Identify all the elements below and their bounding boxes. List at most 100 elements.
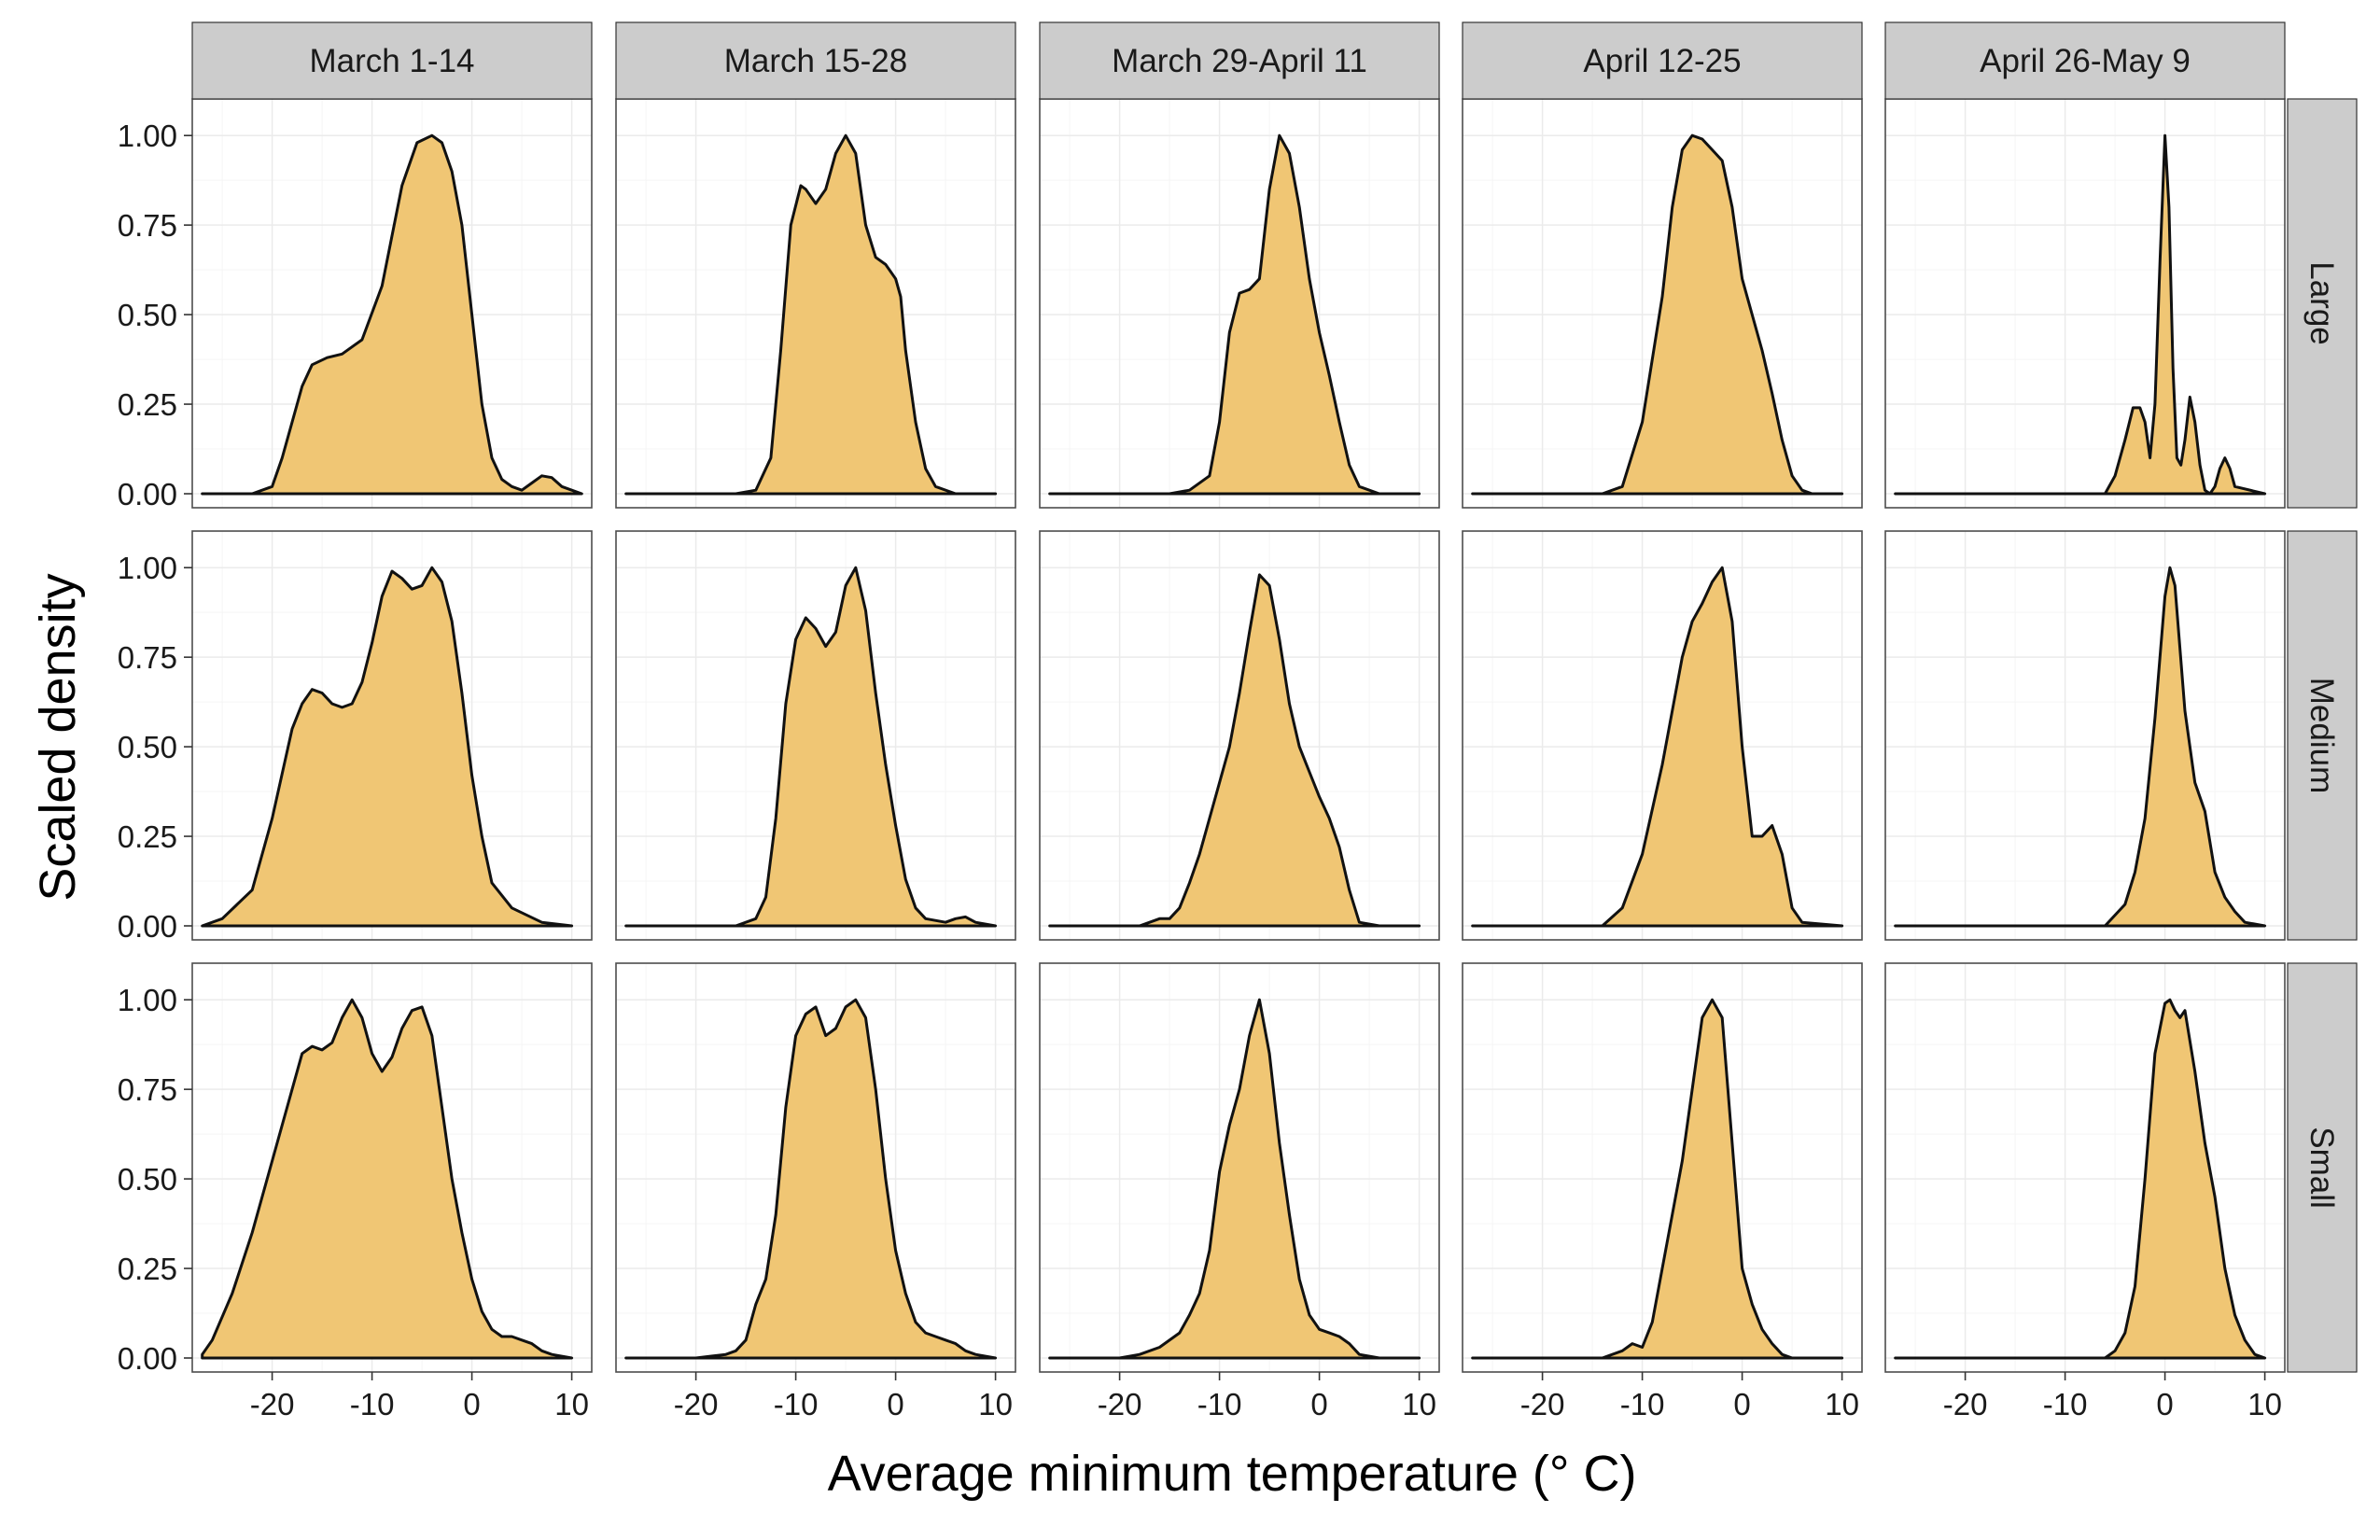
panel-background: [1885, 531, 2285, 940]
y-tick-label: 1.00: [118, 119, 177, 153]
row-strip-label: Large: [2303, 261, 2340, 345]
x-tick-label: -10: [1620, 1387, 1665, 1421]
strip-background: [2287, 98, 2358, 509]
x-tick-label: 0: [2156, 1387, 2173, 1421]
density-area: [1894, 566, 2267, 928]
panel-border: [1884, 530, 2286, 941]
facet-panel: [1039, 530, 1440, 941]
strip-background: [1462, 21, 1863, 100]
panel-border: [615, 530, 1016, 941]
strip-background: [1884, 21, 2286, 100]
facet-panel: [615, 962, 1016, 1373]
panel-border: [1884, 962, 2286, 1373]
x-tick-label: -20: [1520, 1387, 1565, 1421]
panel-border: [1039, 530, 1440, 941]
panel-border: [615, 962, 1016, 1373]
x-tick-label: 10: [1825, 1387, 1859, 1421]
density-area: [1894, 998, 2267, 1360]
column-strip: March 29-April 11: [1039, 21, 1440, 100]
density-area: [1048, 998, 1421, 1360]
facet-panel: [1039, 962, 1440, 1373]
density-area: [624, 133, 998, 496]
panel-border: [1039, 962, 1440, 1373]
y-tick-label: 0.25: [118, 1252, 177, 1286]
density-area: [624, 998, 998, 1360]
x-tick-label: -10: [774, 1387, 819, 1421]
facet-panel: [1884, 98, 2286, 509]
x-tick-label: -10: [350, 1387, 395, 1421]
density-area: [1048, 133, 1421, 496]
row-strip-label: Small: [2303, 1127, 2340, 1209]
y-tick-label: 0.50: [118, 298, 177, 332]
x-tick-label: 10: [1402, 1387, 1436, 1421]
density-area: [201, 998, 574, 1360]
x-tick-label: -20: [674, 1387, 719, 1421]
y-tick-label: 1.00: [118, 551, 177, 585]
strip-background: [615, 21, 1016, 100]
strip-background: [191, 21, 593, 100]
x-tick-label: -10: [2043, 1387, 2088, 1421]
panel-background: [1885, 99, 2285, 508]
column-strip: April 26-May 9: [1884, 21, 2286, 100]
column-strip: March 15-28: [615, 21, 1016, 100]
row-strip: Large: [2287, 98, 2358, 509]
density-area: [624, 566, 998, 928]
x-tick-label: 0: [1733, 1387, 1750, 1421]
y-axis-title: Scaled density: [30, 573, 86, 901]
x-tick-label: -20: [250, 1387, 295, 1421]
y-tick-label: 0.25: [118, 819, 177, 854]
facet-panel: [1462, 962, 1863, 1373]
column-strip-label: March 29-April 11: [1112, 43, 1367, 79]
panel-border: [191, 962, 593, 1373]
facet-panel: [1462, 530, 1863, 941]
y-tick-label: 0.75: [118, 640, 177, 675]
y-tick-label: 1.00: [118, 983, 177, 1017]
x-tick-label: 0: [463, 1387, 480, 1421]
row-strips: Large Medium Small: [2287, 98, 2358, 1373]
facet-panel: [1462, 98, 1863, 509]
density-area: [1471, 998, 1844, 1360]
strip-background: [2287, 530, 2358, 941]
x-tick-label: -10: [1197, 1387, 1242, 1421]
x-tick-label: 0: [887, 1387, 903, 1421]
y-tick-label: 0.00: [118, 1341, 177, 1376]
column-strip-label: March 1-14: [309, 43, 474, 79]
x-tick-label: -20: [1098, 1387, 1142, 1421]
y-tick-label: 0.00: [118, 477, 177, 511]
column-strip-label: March 15-28: [724, 43, 907, 79]
density-area: [1471, 566, 1844, 928]
y-axis-ticks: 0.00 0.25 0.50 0.75 1.00 0.00 0.25 0.50 0.75 1.00…: [118, 119, 192, 1376]
panel-border: [1462, 530, 1863, 941]
x-axis-ticks: -20 -10 0 10 -20 -10 0 10 -20 -10 0 10 -20 -10 0 10 -20 -…: [250, 1372, 2282, 1421]
y-tick-label: 0.25: [118, 387, 177, 422]
x-tick-label: 0: [1310, 1387, 1327, 1421]
y-tick-label: 0.75: [118, 1072, 177, 1107]
y-tick-label: 0.00: [118, 909, 177, 944]
column-strip: March 1-14: [191, 21, 593, 100]
density-area: [201, 566, 574, 928]
facet-panel: [1884, 530, 2286, 941]
facet-panel: [191, 962, 593, 1373]
row-strip: Small: [2287, 962, 2358, 1373]
column-strips: March 1-14 March 15-28 March 29-April 11 Ap…: [191, 21, 2286, 100]
facet-panel: [615, 530, 1016, 941]
y-tick-label: 0.50: [118, 730, 177, 764]
x-tick-label: 10: [554, 1387, 589, 1421]
x-tick-label: -20: [1943, 1387, 1988, 1421]
panel-border: [191, 530, 593, 941]
x-tick-label: 10: [978, 1387, 1013, 1421]
x-axis-title: Average minimum temperature (° C): [828, 1446, 1637, 1502]
facet-panel: [191, 98, 593, 509]
strip-background: [1039, 21, 1440, 100]
x-tick-label: 10: [2247, 1387, 2282, 1421]
strip-background: [2287, 962, 2358, 1373]
y-tick-label: 0.75: [118, 208, 177, 243]
y-tick-label: 0.50: [118, 1162, 177, 1197]
facet-panel: [191, 530, 593, 941]
density-area: [201, 133, 583, 496]
density-area: [1894, 133, 2267, 496]
density-area: [1048, 573, 1421, 928]
facet-panel: [1884, 962, 2286, 1373]
column-strip-label: April 12-25: [1583, 43, 1741, 79]
